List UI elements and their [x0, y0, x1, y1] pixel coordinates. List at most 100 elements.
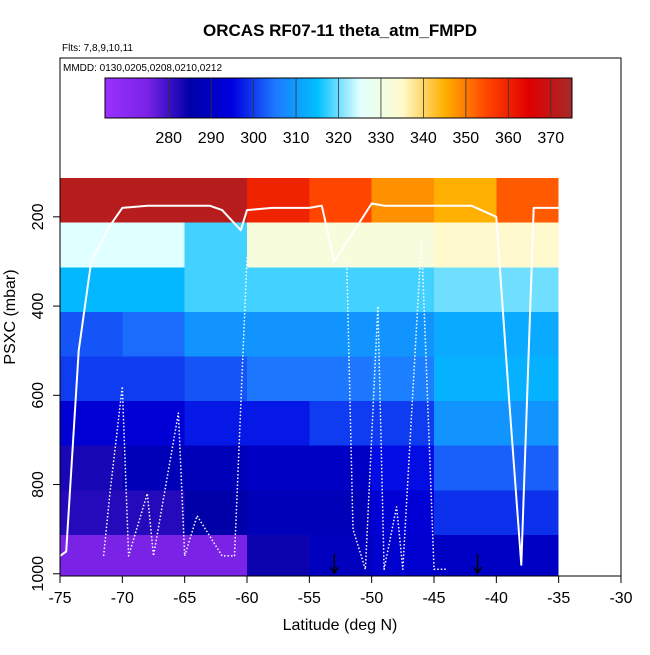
- heatmap-cell: [309, 356, 372, 402]
- heatmap-cell: [247, 445, 310, 491]
- heatmap-cell: [184, 534, 247, 576]
- heatmap-cell: [309, 178, 372, 223]
- chart-title: ORCAS RF07-11 theta_atm_FMPD: [203, 21, 477, 40]
- heatmap-cell: [60, 311, 123, 357]
- heatmap-cell: [371, 222, 434, 268]
- heatmap-cell: [309, 534, 372, 576]
- colorbar-tick-label: 350: [453, 130, 480, 147]
- heatmap-cell: [247, 267, 310, 312]
- heatmap-cell: [184, 178, 247, 223]
- heatmap-cell: [496, 178, 559, 223]
- y-tick-label: 600: [30, 382, 47, 409]
- heatmap-cell: [434, 401, 497, 446]
- heatmap-cell: [309, 222, 372, 268]
- flight-track: [345, 238, 447, 571]
- heatmap-cell: [496, 267, 559, 312]
- heatmap-cell: [122, 401, 185, 446]
- heatmap-cell: [184, 267, 247, 312]
- colorbar-tick-label: 310: [283, 130, 310, 147]
- heatmap-cell: [184, 222, 247, 268]
- heatmap-cell: [247, 222, 310, 268]
- heatmap-cell: [60, 356, 123, 402]
- subtitle: Flts: 7,8,9,10,11: [62, 43, 133, 54]
- heatmap-cell: [496, 445, 559, 491]
- heatmap-cell: [371, 490, 434, 535]
- heatmap-cell: [247, 401, 310, 446]
- heatmap-cell: [371, 267, 434, 312]
- flight-track: [102, 256, 248, 557]
- heatmap-cell: [122, 311, 185, 357]
- colorbar-tick-label: 330: [368, 130, 395, 147]
- heatmap-cell: [434, 490, 497, 535]
- y-tick-label: 200: [30, 203, 47, 230]
- x-tick-label: -55: [298, 590, 321, 607]
- colorbar-tick-label: 300: [240, 130, 267, 147]
- arrow: [473, 554, 483, 575]
- x-tick-label: -35: [547, 590, 570, 607]
- heatmap-cell: [247, 178, 310, 223]
- heatmap-cell: [247, 534, 310, 576]
- heatmap-cell: [371, 401, 434, 446]
- heatmap-cell: [496, 490, 559, 535]
- heatmap-cell: [309, 490, 372, 535]
- heatmap-cell: [184, 445, 247, 491]
- heatmap-cell: [60, 401, 123, 446]
- heatmap-cell: [496, 534, 559, 576]
- heatmap-cell: [434, 267, 497, 312]
- y-tick-label: 800: [30, 471, 47, 498]
- x-tick-label: -40: [485, 590, 508, 607]
- heatmap-cell: [60, 178, 123, 223]
- flight-track: [309, 202, 559, 566]
- heatmap-cell: [309, 445, 372, 491]
- heatmap-cell: [434, 534, 497, 576]
- x-tick-label: -50: [360, 590, 383, 607]
- heatmap-cell: [371, 356, 434, 402]
- colorbar-tick-label: 280: [155, 130, 182, 147]
- colorbar-tick-label: 360: [495, 130, 522, 147]
- heatmap-cell: [371, 311, 434, 357]
- heatmap-cell: [122, 534, 185, 576]
- heatmap-cell: [434, 178, 497, 223]
- heatmap-cell: [122, 356, 185, 402]
- heatmap: [60, 178, 559, 576]
- heatmap-cell: [247, 490, 310, 535]
- heatmap-cell: [184, 356, 247, 402]
- x-tick-label: -70: [111, 590, 134, 607]
- heatmap-cell: [247, 356, 310, 402]
- heatmap-cell: [434, 222, 497, 268]
- plot-frame: [59, 57, 622, 577]
- heatmap-cell: [309, 401, 372, 446]
- x-axis-label: Latitude (deg N): [283, 617, 398, 634]
- x-tick-label: -65: [173, 590, 196, 607]
- colorbar-tick-label: 320: [325, 130, 352, 147]
- heatmap-cell: [122, 267, 185, 312]
- heatmap-cell: [496, 311, 559, 357]
- x-tick-label: -75: [48, 590, 71, 607]
- colorbar-tick-label: 340: [410, 130, 437, 147]
- heatmap-cell: [434, 311, 497, 357]
- heatmap-cell: [309, 311, 372, 357]
- flight-track: [59, 204, 310, 557]
- heatmap-cell: [122, 178, 185, 223]
- heatmap-cell: [496, 222, 559, 268]
- heatmap-cell: [434, 445, 497, 491]
- heatmap-cell: [309, 267, 372, 312]
- x-tick-label: -30: [609, 590, 632, 607]
- y-tick-label: 1000: [30, 556, 47, 592]
- heatmap-cell: [184, 311, 247, 357]
- arrow: [329, 554, 339, 575]
- heatmap-cell: [122, 222, 185, 268]
- heatmap-cell: [60, 534, 123, 576]
- heatmap-cell: [60, 267, 123, 312]
- colorbar-tick-label: 370: [537, 130, 564, 147]
- annotation: MMDD: 0130,0205,0208,0210,0212: [63, 63, 222, 74]
- x-tick-label: -45: [422, 590, 445, 607]
- x-tick-label: -60: [235, 590, 258, 607]
- heatmap-cell: [371, 178, 434, 223]
- heatmap-cell: [184, 401, 247, 446]
- y-axis-label: PSXC (mbar): [2, 269, 19, 364]
- y-tick-label: 400: [30, 293, 47, 320]
- heatmap-cell: [122, 490, 185, 535]
- heatmap-cell: [247, 311, 310, 357]
